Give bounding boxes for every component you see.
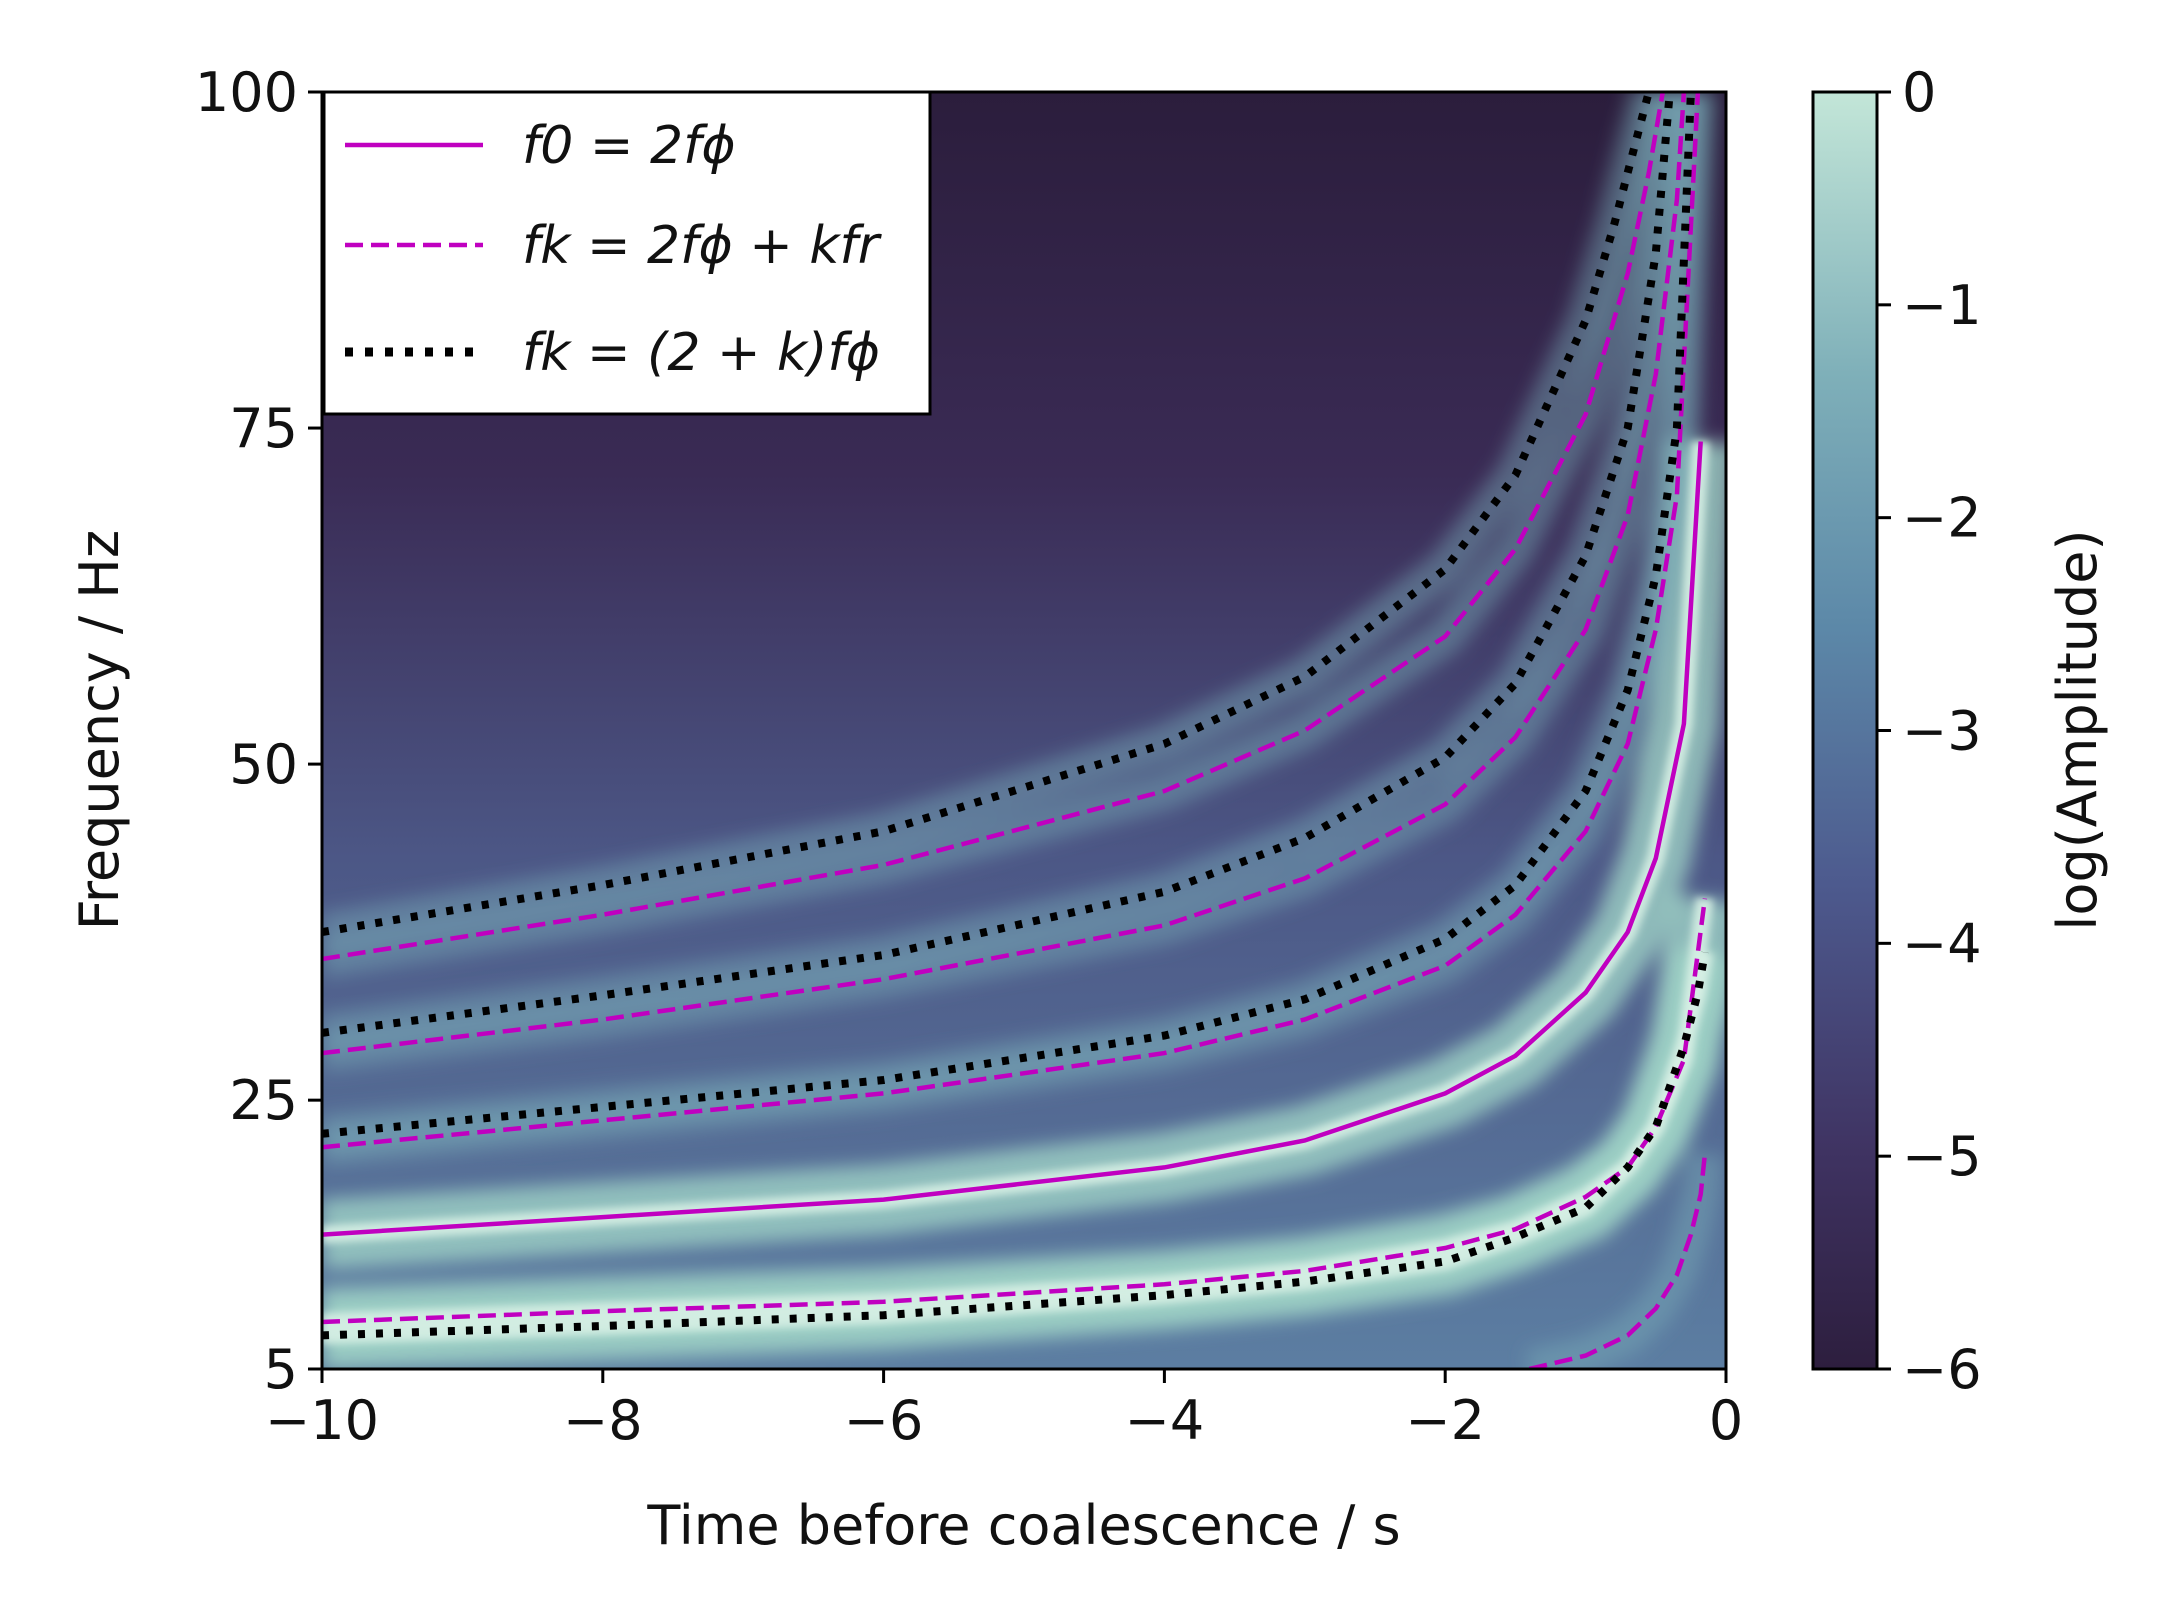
colorbar-gradient — [1811, 90, 1879, 1371]
colorbar-tick-label: −5 — [1902, 1125, 1982, 1188]
y-axis: 5 25 50 75 100 — [195, 61, 322, 1401]
colorbar: 0 −1 −2 −3 −4 −5 −6 log(Amplitude) — [1811, 61, 2109, 1401]
legend-label-fk-harmonic: fk = (2 + k)fϕ — [522, 323, 880, 383]
colorbar-tick-label: −6 — [1902, 1338, 1982, 1401]
track-dotted-k-1 — [322, 951, 1709, 1340]
y-tick-label: 100 — [195, 61, 298, 124]
colorbar-tick-label: −2 — [1902, 487, 1982, 550]
x-tick-label: −10 — [265, 1389, 379, 1452]
x-tick-label: −4 — [1125, 1389, 1205, 1452]
x-tick-label: −6 — [844, 1389, 924, 1452]
track-solid-k0 — [322, 441, 1703, 1237]
x-tick-label: −8 — [563, 1389, 643, 1452]
y-tick-label: 75 — [229, 397, 298, 460]
y-axis-label: Frequency / Hz — [68, 530, 131, 930]
colorbar-tick-label: 0 — [1902, 61, 1936, 124]
plot-frame — [320, 90, 1728, 1371]
y-tick-label: 25 — [229, 1069, 298, 1132]
legend-label-f0: f0 = 2fϕ — [522, 116, 736, 176]
x-tick-label: 0 — [1709, 1389, 1743, 1452]
track-dashed-k-1 — [322, 898, 1708, 1325]
colorbar-tick-label: −3 — [1902, 700, 1982, 763]
colorbar-label: log(Amplitude) — [2046, 529, 2109, 930]
frequency-tracks — [322, 92, 1709, 1369]
colorbar-ticks: 0 −1 −2 −3 −4 −5 −6 — [1877, 61, 1982, 1401]
legend-label-fk-orbital: fk = 2fϕ + kfr — [522, 216, 883, 276]
track-dashed-k-2 — [1528, 1153, 1708, 1369]
y-tick-label: 50 — [229, 733, 298, 796]
x-axis-label: Time before coalescence / s — [646, 1494, 1400, 1557]
legend: f0 = 2fϕ fk = 2fϕ + kfr fk = (2 + k)fϕ — [322, 90, 932, 416]
track-dotted-k2 — [322, 92, 1674, 1037]
colorbar-tick-label: −1 — [1902, 274, 1982, 337]
x-tick-label: −2 — [1405, 1389, 1485, 1452]
power-band — [322, 92, 1668, 951]
track-dashed-k2 — [322, 92, 1687, 1056]
track-dashed-k1 — [322, 92, 1701, 1150]
x-axis: −10 −8 −6 −4 −2 0 — [265, 1369, 1743, 1452]
track-dotted-k1 — [322, 92, 1695, 1138]
colorbar-tick-label: −4 — [1902, 912, 1982, 975]
y-tick-label: 5 — [264, 1338, 298, 1401]
track-dashed-k3 — [322, 92, 1666, 962]
